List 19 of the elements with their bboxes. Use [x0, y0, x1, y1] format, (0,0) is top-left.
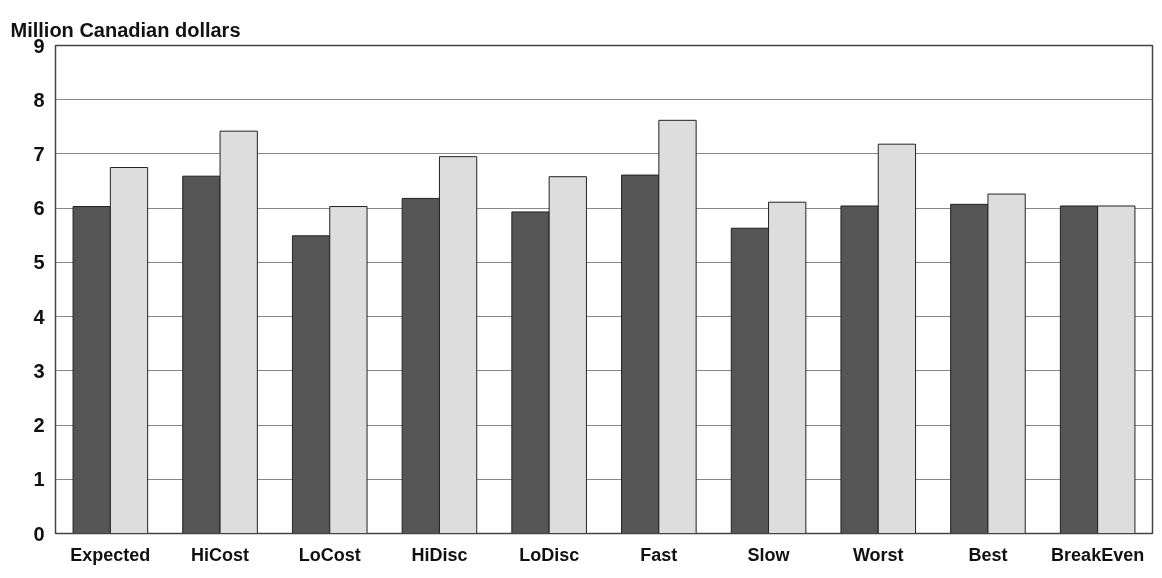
x-tick-label: Slow: [747, 544, 791, 565]
y-tick-label: 0: [33, 522, 45, 545]
x-tick-label: Fast: [640, 544, 678, 565]
x-tick-label: BreakEven: [1051, 544, 1145, 565]
x-tick-label: LoCost: [298, 544, 361, 565]
y-tick-label: 8: [33, 88, 45, 111]
x-tick-label: Best: [968, 544, 1008, 565]
y-tick-label: 3: [33, 359, 45, 382]
y-tick-label: 6: [33, 197, 45, 220]
y-tick-label: 2: [33, 414, 45, 437]
y-tick-label: 4: [33, 305, 46, 328]
x-tick-label: Worst: [852, 544, 904, 565]
x-tick-label: Expected: [70, 544, 151, 565]
x-tick-label: HiDisc: [411, 544, 468, 565]
x-tick-label: HiCost: [191, 544, 250, 565]
y-tick-label: 5: [33, 251, 45, 274]
y-tick-label: 1: [33, 468, 45, 491]
y-tick-label: 7: [33, 142, 45, 165]
x-tick-label: LoDisc: [519, 544, 580, 565]
